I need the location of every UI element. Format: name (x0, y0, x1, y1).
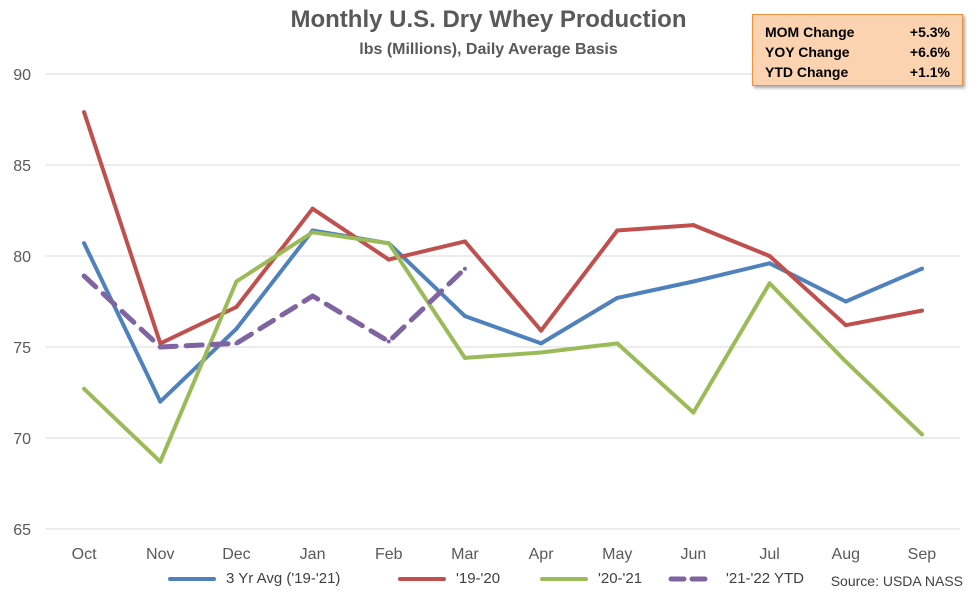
data-point (919, 308, 924, 313)
legend-label: '19-'20 (456, 570, 501, 587)
series-line-3 (81, 266, 468, 350)
data-point (310, 294, 315, 299)
x-tick-label: May (602, 546, 632, 563)
stats-value: +5.3% (909, 24, 950, 40)
data-point (539, 328, 544, 333)
legend-item-20-21: '20-'21 (540, 570, 642, 587)
data-point (462, 355, 467, 360)
legend-swatch (398, 576, 446, 581)
legend-label: '21-'22 YTD (726, 570, 804, 587)
stats-label: MOM Change (765, 24, 855, 40)
y-tick-label: 65 (13, 522, 31, 539)
x-tick-label: Nov (146, 546, 174, 563)
data-point (82, 241, 87, 246)
y-tick-label: 85 (13, 158, 31, 175)
data-point (615, 341, 620, 346)
stats-row-ytd: YTD Change +1.1% (765, 62, 950, 82)
data-point (691, 223, 696, 228)
chart-title: Monthly U.S. Dry Whey Production (290, 6, 687, 33)
x-tick-label: Aug (832, 546, 860, 563)
data-point (82, 110, 87, 115)
data-point (158, 341, 163, 346)
series-line-2 (82, 230, 924, 464)
data-point (539, 350, 544, 355)
y-tick-label: 80 (13, 249, 31, 266)
data-point (234, 279, 239, 284)
legend-label: '20-'21 (598, 570, 643, 587)
source-note: Source: USDA NASS (830, 573, 963, 589)
data-point (462, 239, 467, 244)
legend-swatch (540, 576, 588, 581)
x-tick-label: Sep (908, 546, 937, 563)
legend-item-3yr-avg: 3 Yr Avg ('19-'21) (168, 570, 340, 587)
data-point (462, 314, 467, 319)
x-tick-label: Oct (72, 546, 97, 563)
x-tick-label: Feb (375, 546, 403, 563)
x-tick-label: Dec (222, 546, 250, 563)
data-point (767, 261, 772, 266)
data-point (843, 359, 848, 364)
data-point (158, 399, 163, 404)
data-point (158, 459, 163, 464)
data-point (615, 295, 620, 300)
x-tick-label: Jan (300, 546, 326, 563)
data-point (234, 341, 239, 346)
data-point (691, 410, 696, 415)
legend-item-19-20: '19-'20 (398, 570, 500, 587)
y-tick-label: 75 (13, 340, 31, 357)
y-tick-label: 90 (13, 67, 31, 84)
data-point (843, 299, 848, 304)
x-tick-label: Jun (681, 546, 707, 563)
data-point (386, 257, 391, 262)
data-point (234, 304, 239, 309)
data-point (82, 386, 87, 391)
data-point (310, 206, 315, 211)
stats-row-mom: MOM Change +5.3% (765, 22, 950, 42)
legend: 3 Yr Avg ('19-'21) '19-'20 '20-'21 '21-'… (0, 570, 977, 594)
y-tick-label: 70 (13, 431, 31, 448)
stats-label: YTD Change (765, 64, 849, 80)
data-point (767, 281, 772, 286)
legend-item-21-22-ytd: '21-'22 YTD (668, 570, 804, 587)
stats-value: +6.6% (909, 44, 950, 60)
stats-row-yoy: YOY Change +6.6% (765, 42, 950, 62)
data-point (539, 341, 544, 346)
stats-value: +1.1% (909, 64, 950, 80)
data-point (615, 228, 620, 233)
data-point (82, 274, 87, 279)
data-point (919, 266, 924, 271)
stats-label: YOY Change (765, 44, 850, 60)
legend-swatch (168, 576, 216, 581)
data-point (919, 432, 924, 437)
legend-label: 3 Yr Avg ('19-'21) (226, 570, 341, 587)
x-tick-label: Apr (529, 546, 555, 563)
data-point (158, 345, 163, 349)
data-point (767, 254, 772, 258)
data-point (310, 230, 315, 235)
data-point (386, 339, 391, 344)
data-point (462, 266, 467, 271)
x-tick-label: Jul (759, 546, 779, 563)
chart-subtitle: lbs (Millions), Daily Average Basis (359, 41, 618, 58)
stats-box: MOM Change +5.3% YOY Change +6.6% YTD Ch… (752, 14, 963, 86)
data-point (843, 323, 848, 328)
data-point (691, 279, 696, 284)
data-point (386, 241, 391, 246)
x-tick-label: Mar (451, 546, 479, 563)
legend-swatch (668, 576, 716, 581)
data-point (234, 326, 239, 331)
